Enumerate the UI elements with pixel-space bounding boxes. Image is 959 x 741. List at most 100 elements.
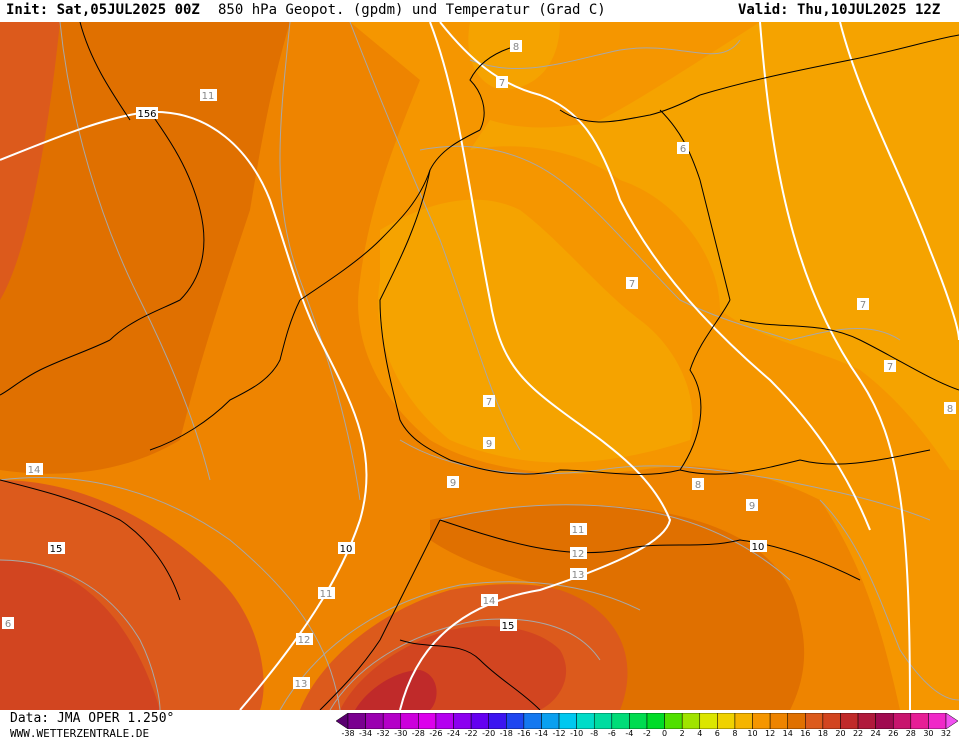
border-czech-slovakia bbox=[739, 319, 959, 391]
map-footer: Data: JMA OPER 1.250° WWW.WETTERZENTRALE… bbox=[0, 710, 959, 741]
scale-tick-label: 12 bbox=[765, 729, 776, 738]
isotherm-label: 7 bbox=[884, 360, 896, 373]
scale-swatch bbox=[699, 713, 718, 729]
geopotential-line bbox=[399, 22, 672, 710]
scale-swatch bbox=[576, 713, 595, 729]
isotherm-label: 11 bbox=[318, 587, 335, 600]
border-germany-south-east bbox=[449, 299, 731, 475]
temp-band-5-7-central bbox=[378, 199, 693, 463]
isotherm-label-text: 14 bbox=[483, 596, 496, 607]
isotherm-line bbox=[0, 477, 341, 710]
geopotential-label: 156 bbox=[136, 107, 158, 120]
isotherm-label: 15 bbox=[500, 619, 517, 632]
isotherm-label: 10 bbox=[750, 540, 767, 553]
scale-swatch bbox=[435, 713, 454, 729]
scale-swatch bbox=[593, 713, 613, 729]
isotherm-label-text: 12 bbox=[298, 635, 311, 646]
scale-swatch bbox=[752, 713, 771, 729]
isotherm-label: 14 bbox=[26, 463, 43, 476]
scale-tick-label: -10 bbox=[570, 729, 584, 738]
isotherm-label-text: 11 bbox=[202, 91, 215, 102]
scale-swatch bbox=[910, 713, 929, 729]
isotherm-label-text: 15 bbox=[502, 621, 515, 632]
website-link[interactable]: WWW.WETTERZENTRALE.DE bbox=[10, 727, 150, 740]
scale-tick-label: -18 bbox=[499, 729, 513, 738]
scale-swatch bbox=[506, 713, 525, 729]
geopotential-line bbox=[759, 22, 911, 710]
scale-tick-label: 28 bbox=[905, 729, 916, 738]
isotherm-label: 15 bbox=[48, 542, 65, 555]
border-austria-north bbox=[679, 449, 931, 475]
scale-swatch bbox=[453, 713, 472, 729]
isotherm-line bbox=[279, 581, 641, 710]
temp-band-13-15-far-west bbox=[0, 22, 60, 300]
scale-tick-label: 32 bbox=[940, 729, 952, 738]
isotherm-label: 8 bbox=[510, 40, 522, 53]
scale-swatch bbox=[365, 713, 384, 729]
scale-swatch bbox=[400, 713, 419, 729]
scale-tick-label: 18 bbox=[817, 729, 828, 738]
coastlines-borders bbox=[0, 22, 959, 710]
scale-swatch bbox=[734, 713, 753, 729]
scale-swatch bbox=[681, 713, 701, 729]
isotherm-labels: 8 7 11 6 7 7 7 7 8 9 8 9 14 15 11 10 12 … bbox=[2, 40, 956, 690]
border-alps bbox=[439, 519, 861, 581]
isotherm-label-text: 10 bbox=[752, 542, 765, 553]
isotherm-label: 8 bbox=[944, 402, 956, 415]
isotherm-label: 7 bbox=[857, 298, 869, 311]
isotherm-label-text: 15 bbox=[50, 544, 63, 555]
scale-swatch bbox=[928, 713, 947, 729]
isotherm-label: 7 bbox=[626, 277, 638, 290]
scale-tick-label: 20 bbox=[835, 729, 846, 738]
isotherm-label-text: 7 bbox=[499, 78, 505, 89]
isotherm-label-text: 10 bbox=[340, 544, 353, 555]
scale-swatch bbox=[769, 713, 788, 729]
scale-swatch bbox=[541, 713, 560, 729]
isotherm-label: 7 bbox=[496, 76, 508, 89]
scale-swatch bbox=[892, 713, 912, 729]
scale-swatch bbox=[523, 713, 542, 729]
scale-tick-label: 22 bbox=[852, 729, 864, 738]
isotherm-label: 12 bbox=[296, 633, 313, 646]
isotherm-line bbox=[279, 22, 361, 501]
isotherm-label-text: 12 bbox=[572, 549, 585, 560]
temp-band-11-13-alps bbox=[430, 504, 805, 710]
scale-tick-label: -8 bbox=[590, 729, 599, 738]
isotherm-label: 12 bbox=[570, 547, 587, 560]
scale-tick-label: -22 bbox=[464, 729, 478, 738]
scale-swatch bbox=[805, 713, 824, 729]
data-source: Data: JMA OPER 1.250° bbox=[10, 711, 175, 726]
scale-arrow-right bbox=[945, 713, 958, 729]
scale-tick-label: 16 bbox=[800, 729, 811, 738]
isotherm-line bbox=[469, 39, 741, 70]
isotherm-label: 6 bbox=[677, 142, 689, 155]
coastline-britain-south bbox=[0, 339, 111, 396]
init-time: Init: Sat,05JUL2025 00Z bbox=[6, 2, 200, 18]
isotherm-line bbox=[419, 145, 901, 341]
isotherm-label-text: 13 bbox=[572, 570, 585, 581]
border-france-italy bbox=[319, 519, 441, 710]
isotherm-label-text: 9 bbox=[486, 439, 492, 450]
scale-tick-label: -34 bbox=[359, 729, 373, 738]
isotherm-label-text: 11 bbox=[320, 589, 333, 600]
isotherm-label-text: 7 bbox=[486, 397, 492, 408]
isotherm-label-text: 7 bbox=[860, 300, 866, 311]
scale-ticks: -38 -34 -32 -30 -28 -26 -24 -22 -20 -18 -16 -14 -12-… bbox=[336, 729, 956, 741]
map-title: 850 hPa Geopot. (gpdm) und Temperatur (G… bbox=[218, 2, 606, 18]
scale-swatch bbox=[611, 713, 630, 729]
scale-tick-label: 8 bbox=[732, 729, 738, 738]
scale-tick-label: 30 bbox=[923, 729, 934, 738]
border-germany-west bbox=[379, 169, 451, 461]
isotherm-line bbox=[819, 499, 959, 701]
isotherm-label: 9 bbox=[746, 499, 758, 512]
isotherm-label-text: 8 bbox=[947, 404, 953, 415]
scale-tick-label: 14 bbox=[782, 729, 793, 738]
scale-tick-label: -38 bbox=[341, 729, 355, 738]
scale-tick-label: 2 bbox=[679, 729, 685, 738]
isotherm-label-text: 6 bbox=[5, 619, 11, 630]
isotherm-label: 11 bbox=[200, 89, 217, 102]
coastline-baltic bbox=[559, 94, 701, 123]
isotherm-label-text: 7 bbox=[629, 279, 635, 290]
scale-tick-label: -6 bbox=[607, 729, 616, 738]
scale-swatch bbox=[857, 713, 876, 729]
